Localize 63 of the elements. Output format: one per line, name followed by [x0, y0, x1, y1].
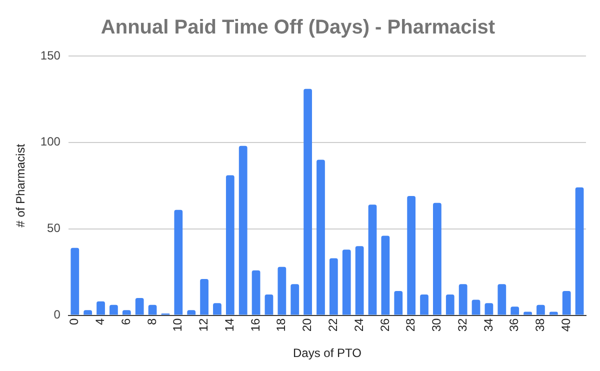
bar — [290, 284, 300, 315]
bar — [252, 270, 260, 315]
x-tick-label: 0 — [67, 318, 82, 325]
y-tick-label: 150 — [40, 48, 61, 62]
x-tick-label: 4 — [93, 318, 108, 325]
bar — [420, 294, 428, 315]
bar — [187, 310, 196, 315]
bar — [200, 278, 208, 315]
bar — [498, 284, 506, 315]
x-tick-label: 24 — [352, 318, 366, 332]
bar — [484, 303, 494, 315]
bar — [70, 248, 80, 315]
bar — [407, 196, 416, 315]
x-tick-label: 36 — [507, 318, 522, 332]
bar — [213, 303, 222, 315]
x-tick-label: 16 — [248, 318, 262, 332]
x-tick-label: 26 — [378, 318, 392, 332]
bar — [96, 301, 105, 315]
x-tick-label: 40 — [558, 318, 573, 332]
x-tick-label: 12 — [196, 318, 211, 332]
x-axis-title: Days of PTO — [292, 346, 362, 360]
bar — [355, 246, 364, 315]
x-tick-label: 22 — [326, 318, 340, 332]
bar — [238, 146, 248, 315]
x-tick-label: 38 — [533, 318, 548, 332]
x-tick-label: 28 — [404, 318, 418, 332]
x-tick-label: 18 — [274, 318, 288, 332]
bar — [84, 310, 92, 315]
bar — [342, 250, 351, 315]
x-tick-label: 20 — [300, 318, 314, 332]
bar — [394, 291, 403, 315]
x-tick-label: 30 — [430, 318, 444, 332]
bar — [304, 88, 312, 315]
bar — [148, 304, 157, 315]
y-axis-title: # of Pharmacist — [14, 143, 28, 228]
bar — [264, 294, 274, 315]
bar — [446, 294, 454, 315]
bar — [433, 202, 442, 315]
x-tick-label: 32 — [455, 318, 470, 332]
bar — [458, 284, 468, 315]
bar — [381, 236, 390, 315]
x-tick-label: 6 — [118, 318, 133, 325]
bar — [316, 160, 325, 315]
x-tick-label: 10 — [170, 318, 185, 332]
x-tick-label: 14 — [222, 318, 236, 332]
bar — [122, 310, 131, 315]
bar — [135, 298, 144, 315]
y-tick-label: 100 — [40, 134, 61, 149]
bar — [472, 300, 480, 315]
bar — [226, 175, 234, 315]
bar — [368, 204, 377, 315]
bar — [562, 291, 571, 315]
x-tick-label: 34 — [481, 318, 496, 332]
x-tick-label: 8 — [144, 318, 159, 325]
bar — [575, 187, 584, 315]
bar — [278, 266, 286, 315]
bar — [510, 306, 520, 315]
y-tick-label: 50 — [47, 221, 61, 236]
bar — [110, 304, 118, 315]
bar — [329, 258, 338, 315]
bar — [536, 304, 545, 315]
bar — [174, 210, 183, 315]
chart-title: Annual Paid Time Off (Days) - Pharmacist — [100, 16, 496, 39]
